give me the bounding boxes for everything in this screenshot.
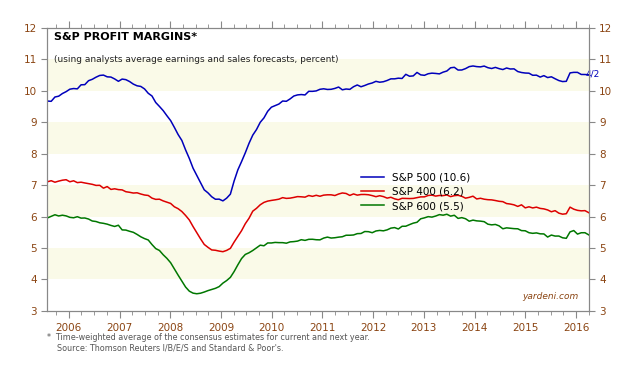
S&P 400 (6.2) <box>219 250 227 254</box>
S&P 500 (10.6) <box>174 132 182 137</box>
S&P 500 (10.6) <box>219 199 227 203</box>
S&P 400 (6.2) <box>323 192 331 197</box>
S&P 500 (10.6) <box>44 99 51 103</box>
S&P 400 (6.2) <box>201 242 208 247</box>
Text: 4/2: 4/2 <box>586 69 599 78</box>
Line: S&P 500 (10.6): S&P 500 (10.6) <box>47 66 589 201</box>
Legend: S&P 500 (10.6), S&P 400 (6.2), S&P 600 (5.5): S&P 500 (10.6), S&P 400 (6.2), S&P 600 (… <box>356 169 474 215</box>
S&P 400 (6.2) <box>182 213 189 218</box>
S&P 500 (10.6) <box>178 138 185 143</box>
Bar <box>47 28 589 59</box>
S&P 600 (5.5) <box>107 223 115 228</box>
Bar <box>47 59 589 91</box>
Text: *  Time-weighted average of the consensus estimates for current and next year.
 : * Time-weighted average of the consensus… <box>47 333 370 353</box>
S&P 600 (5.5) <box>178 279 185 283</box>
S&P 600 (5.5) <box>320 236 327 240</box>
Text: S&P PROFIT MARGINS*: S&P PROFIT MARGINS* <box>54 32 197 42</box>
Text: yardeni.com: yardeni.com <box>523 292 579 301</box>
Bar <box>47 153 589 185</box>
S&P 400 (6.2) <box>178 209 185 214</box>
S&P 600 (5.5) <box>585 233 592 237</box>
Bar <box>47 185 589 216</box>
S&P 600 (5.5) <box>365 230 372 234</box>
S&P 600 (5.5) <box>44 216 51 220</box>
S&P 500 (10.6) <box>469 64 477 68</box>
Bar <box>47 279 589 311</box>
S&P 400 (6.2) <box>62 177 70 182</box>
S&P 500 (10.6) <box>197 181 204 185</box>
S&P 500 (10.6) <box>107 75 115 79</box>
S&P 600 (5.5) <box>201 290 208 294</box>
S&P 500 (10.6) <box>320 86 327 91</box>
S&P 400 (6.2) <box>585 210 592 215</box>
S&P 600 (5.5) <box>443 212 451 216</box>
S&P 500 (10.6) <box>365 82 372 86</box>
S&P 500 (10.6) <box>585 72 592 77</box>
Line: S&P 400 (6.2): S&P 400 (6.2) <box>47 180 589 252</box>
Line: S&P 600 (5.5): S&P 600 (5.5) <box>47 214 589 294</box>
Bar <box>47 248 589 279</box>
S&P 600 (5.5) <box>193 291 201 296</box>
Text: (using analysts average earnings and sales forecasts, percent): (using analysts average earnings and sal… <box>54 54 339 64</box>
Bar <box>47 122 589 153</box>
S&P 400 (6.2) <box>111 187 118 191</box>
Bar <box>47 91 589 122</box>
S&P 600 (5.5) <box>174 273 182 277</box>
S&P 400 (6.2) <box>44 180 51 184</box>
Bar <box>47 216 589 248</box>
S&P 400 (6.2) <box>368 194 376 198</box>
